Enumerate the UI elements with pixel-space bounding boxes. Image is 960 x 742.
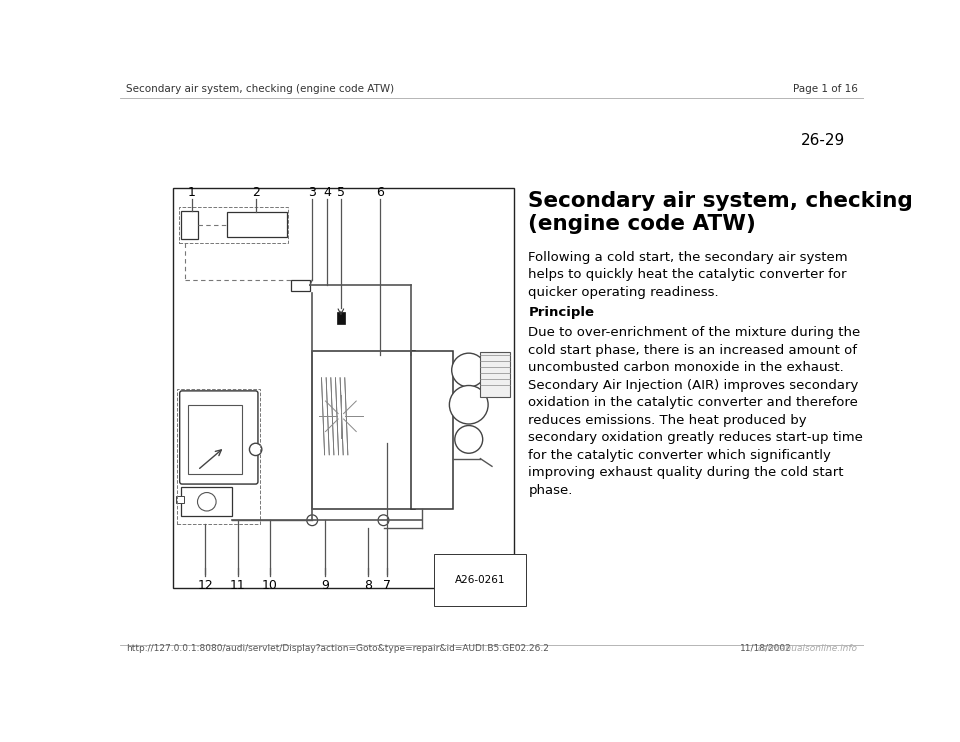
Text: 6: 6: [375, 186, 384, 199]
Bar: [173, 188, 514, 588]
Text: 9: 9: [322, 579, 329, 592]
Bar: [188, 404, 243, 474]
Bar: [181, 211, 199, 239]
Bar: [411, 351, 453, 509]
Bar: [181, 487, 232, 516]
Text: carmanualsonline.info: carmanualsonline.info: [757, 643, 858, 653]
Circle shape: [449, 386, 488, 424]
Bar: [337, 312, 345, 324]
Bar: [177, 390, 259, 524]
Text: 5: 5: [337, 186, 345, 199]
Text: Secondary air system, checking: Secondary air system, checking: [528, 191, 913, 211]
Bar: [227, 212, 287, 237]
Bar: [480, 352, 510, 397]
Text: 11/18/2002: 11/18/2002: [740, 643, 792, 653]
Text: 8: 8: [364, 579, 372, 592]
Bar: [176, 496, 183, 502]
Circle shape: [198, 493, 216, 511]
Text: 3: 3: [308, 186, 316, 199]
Text: 12: 12: [198, 579, 213, 592]
Text: 2: 2: [252, 186, 259, 199]
Circle shape: [250, 443, 262, 456]
Circle shape: [452, 353, 486, 387]
Text: Page 1 of 16: Page 1 of 16: [793, 84, 858, 93]
Text: http://127.0.0.1:8080/audi/servlet/Display?action=Goto&type=repair&id=AUDI.B5.GE: http://127.0.0.1:8080/audi/servlet/Displ…: [126, 643, 549, 653]
FancyBboxPatch shape: [180, 391, 258, 484]
Circle shape: [455, 425, 483, 453]
Text: 11: 11: [230, 579, 246, 592]
Text: 7: 7: [383, 579, 392, 592]
Bar: [291, 280, 310, 291]
Text: (engine code ATW): (engine code ATW): [528, 214, 756, 234]
Text: 1: 1: [188, 186, 196, 199]
Text: 4: 4: [323, 186, 331, 199]
Circle shape: [378, 515, 389, 525]
Bar: [312, 351, 415, 509]
Text: Following a cold start, the secondary air system
helps to quickly heat the catal: Following a cold start, the secondary ai…: [528, 251, 848, 299]
Text: 26-29: 26-29: [801, 133, 845, 148]
Bar: [179, 207, 288, 243]
Text: Secondary air system, checking (engine code ATW): Secondary air system, checking (engine c…: [126, 84, 395, 93]
Text: Due to over-enrichment of the mixture during the
cold start phase, there is an i: Due to over-enrichment of the mixture du…: [528, 326, 863, 496]
Text: 10: 10: [262, 579, 277, 592]
Circle shape: [307, 515, 318, 525]
Text: Principle: Principle: [528, 306, 594, 319]
Text: A26-0261: A26-0261: [455, 575, 505, 585]
